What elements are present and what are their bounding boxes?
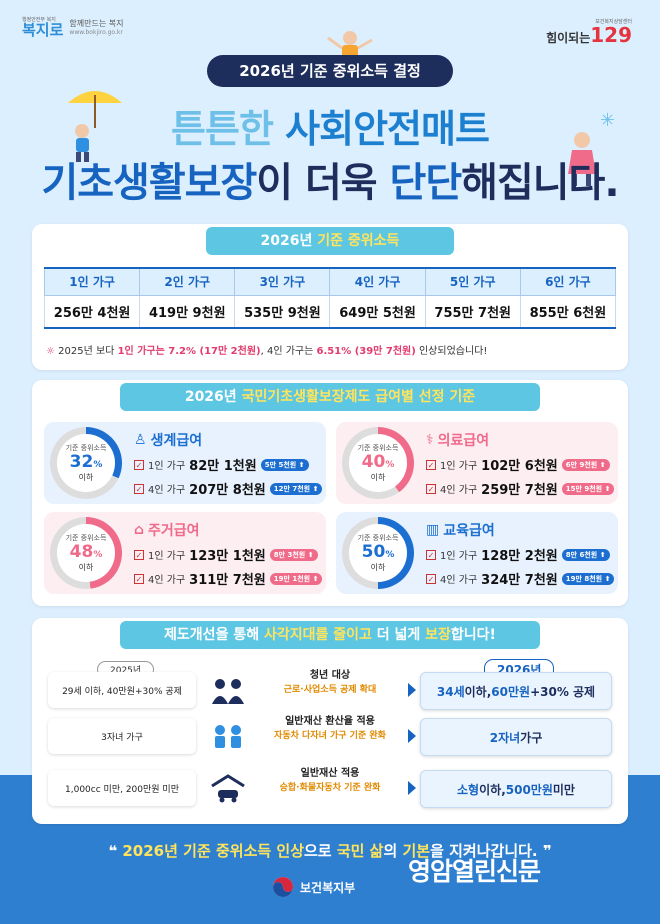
checkbox-icon: ✓	[426, 459, 436, 470]
car-garage-icon	[211, 774, 245, 803]
benefit-card: 기준 중위소득 32% 이하 ♙ 생계급여 ✓ 1인 가구 82만 1천원 5만…	[44, 422, 326, 504]
benefit-name: ▥ 교육급여	[426, 522, 495, 539]
taegeuk-icon	[273, 877, 293, 897]
title-pill: 2026년 기준 중위소득 결정	[207, 55, 453, 87]
up-arrow-icon: ⬆	[312, 574, 319, 583]
income-cell: 256만 4천원	[43, 294, 141, 329]
benefit-row-4person: ✓ 4인 가구 259만 7천원 15만 9천원 ⬆	[426, 479, 615, 498]
up-arrow-icon: ⬆	[307, 550, 314, 559]
up-arrow-icon: ⬆	[604, 484, 611, 493]
bokjiro-logo: 행정안전부 복지 복지로 함께만드는 복지 www.bokjiro.go.kr	[22, 17, 124, 39]
benefit-name: ⚕ 의료급여	[426, 432, 490, 449]
benefit-row-1person: ✓ 1인 가구 82만 1천원 5만 5천원 ⬆	[134, 455, 322, 474]
old-criterion: 29세 이하, 40만원+30% 공제	[48, 672, 196, 708]
up-arrow-icon: ⬆	[298, 460, 305, 469]
median-income-table: 1인 가구 2인 가구 3인 가구 4인 가구 5인 가구 6인 가구 256만…	[43, 267, 617, 329]
col-header: 6인 가구	[519, 267, 617, 296]
checkbox-icon: ✓	[134, 459, 144, 470]
increase-badge: 19만 1천원 ⬆	[269, 572, 323, 585]
school-icon: ▥	[426, 522, 440, 538]
arrow-right-icon	[408, 729, 416, 743]
checkbox-icon: ✓	[426, 573, 436, 584]
up-arrow-icon: ⬆	[599, 550, 606, 559]
house-icon: ⌂	[134, 522, 145, 538]
increase-badge: 8만 3천원 ⬆	[269, 548, 318, 561]
col-header: 4인 가구	[329, 267, 426, 296]
checkbox-icon: ✓	[426, 549, 436, 560]
checkbox-icon: ✓	[134, 549, 144, 560]
benefit-row-1person: ✓ 1인 가구 123만 1천원 8만 3천원 ⬆	[134, 545, 322, 564]
benefit-row-4person: ✓ 4인 가구 324만 7천원 19만 8천원 ⬆	[426, 569, 615, 588]
increase-badge: 8만 6천원 ⬆	[561, 548, 610, 561]
bottom-slogan: ❝ 2026년 기준 중위소득 인상으로 국민 삶의 기본을 지켜나갑니다. ❞	[108, 842, 552, 860]
checkbox-icon: ✓	[134, 573, 144, 584]
change-description: 청년 대상 근로·사업소득 공제 확대	[283, 670, 377, 695]
benefit-name: ♙ 생계급여	[134, 432, 203, 449]
col-header: 2인 가구	[139, 267, 236, 296]
percent-donut: 기준 중위소득 50% 이하	[342, 517, 414, 589]
income-cell: 649만 5천원	[329, 294, 426, 329]
benefit-card: 기준 중위소득 48% 이하 ⌂ 주거급여 ✓ 1인 가구 123만 1천원 8…	[44, 512, 326, 594]
person-icon: ♙	[134, 432, 147, 448]
old-criterion: 3자녀 가구	[48, 718, 196, 754]
people-icon	[212, 679, 244, 704]
increase-note: ☼ 2025년 보다 1인 가구는 7.2% (17만 2천원), 4인 가구는…	[46, 346, 488, 357]
up-arrow-icon: ⬆	[312, 484, 319, 493]
lightbulb-icon: ☼	[46, 346, 55, 357]
benefit-card: 기준 중위소득 40% 이하 ⚕ 의료급여 ✓ 1인 가구 102만 6천원 6…	[336, 422, 618, 504]
headline-line1: 튼튼한 사회안전매트	[171, 107, 490, 151]
change-description: 일반재산 적용 승합·화물자동차 기준 완화	[279, 768, 381, 793]
benefit-section-title: 2026년 국민기초생활보장제도 급여별 선정 기준	[120, 383, 540, 411]
income-cell: 419만 9천원	[139, 294, 236, 329]
new-criterion: 2자녀 가구	[420, 718, 612, 756]
arrow-right-icon	[408, 683, 416, 697]
benefit-row-1person: ✓ 1인 가구 128만 2천원 8만 6천원 ⬆	[426, 545, 614, 564]
increase-badge: 6만 9천원 ⬆	[561, 458, 610, 471]
increase-badge: 19만 8천원 ⬆	[561, 572, 615, 585]
old-criterion: 1,000cc 미만, 200만원 미만	[48, 770, 196, 806]
change-description: 일반재산 환산율 적용 자동차 다자녀 가구 기준 완화	[274, 716, 386, 741]
income-cell: 755만 7천원	[424, 294, 521, 329]
percent-donut: 기준 중위소득 48% 이하	[50, 517, 122, 589]
increase-badge: 15만 9천원 ⬆	[561, 482, 615, 495]
benefit-row-4person: ✓ 4인 가구 207만 8천원 12만 7천원 ⬆	[134, 479, 323, 498]
benefit-name: ⌂ 주거급여	[134, 522, 200, 539]
up-arrow-icon: ⬆	[604, 574, 611, 583]
up-arrow-icon: ⬆	[599, 460, 606, 469]
checkbox-icon: ✓	[426, 483, 436, 494]
children-icon	[215, 725, 241, 748]
newspaper-watermark: 영암열린신문	[408, 857, 541, 886]
col-header: 5인 가구	[424, 267, 521, 296]
checkbox-icon: ✓	[134, 483, 144, 494]
headline-line2: 기초생활보장이 더욱 단단해집니다.	[41, 160, 619, 206]
col-header: 1인 가구	[43, 267, 141, 296]
new-criterion: 34세 이하, 60만원 +30% 공제	[420, 672, 612, 710]
new-criterion: 소형 이하, 500만원 미만	[420, 770, 612, 808]
percent-donut: 기준 중위소득 40% 이하	[342, 427, 414, 499]
income-section-title: 2026년 기준 중위소득	[206, 227, 454, 255]
col-header: 3인 가구	[234, 267, 331, 296]
benefit-card: 기준 중위소득 50% 이하 ▥ 교육급여 ✓ 1인 가구 128만 2천원 8…	[336, 512, 618, 594]
income-cell: 855만 6천원	[519, 294, 617, 329]
girl-illustration: ✳	[568, 112, 615, 186]
brand-129-logo: 보건복지상담센터 힘이되는129	[546, 19, 632, 47]
arrow-right-icon	[408, 781, 416, 795]
umbrella-person-illustration	[68, 91, 122, 162]
improve-section-title: 제도개선을 통해 사각지대를 줄이고 더 넓게 보장합니다!	[120, 621, 540, 649]
percent-donut: 기준 중위소득 32% 이하	[50, 427, 122, 499]
increase-badge: 5만 5천원 ⬆	[260, 458, 309, 471]
increase-badge: 12만 7천원 ⬆	[269, 482, 323, 495]
ministry-logo: 보건복지부	[272, 876, 355, 898]
income-cell: 535만 9천원	[234, 294, 331, 329]
benefit-row-4person: ✓ 4인 가구 311만 7천원 19만 1천원 ⬆	[134, 569, 323, 588]
stethoscope-icon: ⚕	[426, 432, 434, 448]
svg-text:✳: ✳	[600, 112, 615, 131]
benefit-row-1person: ✓ 1인 가구 102만 6천원 6만 9천원 ⬆	[426, 455, 614, 474]
